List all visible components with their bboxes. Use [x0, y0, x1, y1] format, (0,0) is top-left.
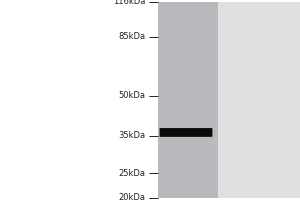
Bar [158, 2, 218, 198]
Text: 116kDa: 116kDa [113, 0, 146, 6]
Bar [218, 2, 300, 198]
Text: 50kDa: 50kDa [118, 91, 146, 100]
Text: 35kDa: 35kDa [118, 131, 146, 140]
Text: 25kDa: 25kDa [118, 169, 146, 178]
Text: 85kDa: 85kDa [118, 32, 146, 41]
FancyBboxPatch shape [160, 128, 212, 137]
Text: 20kDa: 20kDa [118, 194, 146, 200]
